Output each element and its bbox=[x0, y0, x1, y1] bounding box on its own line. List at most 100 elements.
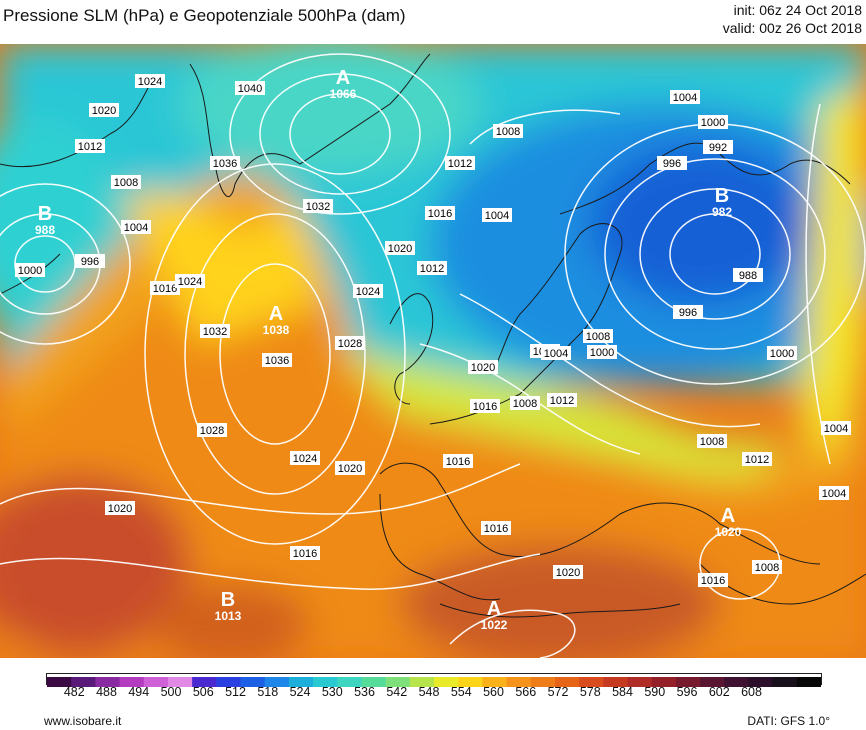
colorbar-tick-label: 548 bbox=[418, 685, 440, 699]
svg-text:1020: 1020 bbox=[471, 362, 495, 374]
colorbar-swatch bbox=[530, 677, 556, 687]
colorbar-swatch bbox=[554, 677, 580, 687]
isobar-label: 1032 bbox=[200, 324, 230, 338]
svg-text:996: 996 bbox=[663, 158, 681, 170]
colorbar-tick-label: 578 bbox=[579, 685, 601, 699]
svg-text:1000: 1000 bbox=[770, 348, 794, 360]
svg-text:1020: 1020 bbox=[338, 463, 362, 475]
isobar-label: 1040 bbox=[235, 81, 265, 95]
colorbar-swatch bbox=[772, 677, 798, 687]
colorbar-swatch bbox=[434, 677, 459, 687]
svg-text:1008: 1008 bbox=[114, 177, 138, 189]
isobar-label: 1008 bbox=[510, 396, 540, 410]
colorbar-tick-label: 518 bbox=[257, 685, 279, 699]
svg-text:1022: 1022 bbox=[481, 618, 508, 632]
isobar-label: 1008 bbox=[752, 560, 782, 574]
colorbar-swatch bbox=[119, 677, 145, 687]
colorbar-tick-label: 596 bbox=[676, 685, 698, 699]
colorbar-swatch bbox=[409, 677, 435, 687]
isobar-label: 1008 bbox=[583, 329, 613, 343]
map-title: Pressione SLM (hPa) e Geopotenziale 500h… bbox=[3, 6, 406, 25]
svg-text:1020: 1020 bbox=[108, 503, 132, 515]
svg-text:A: A bbox=[487, 598, 501, 620]
svg-text:982: 982 bbox=[712, 205, 732, 219]
svg-text:1016: 1016 bbox=[293, 548, 317, 560]
svg-text:A: A bbox=[336, 67, 350, 89]
svg-text:1012: 1012 bbox=[448, 158, 472, 170]
svg-text:1036: 1036 bbox=[213, 158, 237, 170]
svg-text:1008: 1008 bbox=[700, 436, 724, 448]
colorbar-swatch bbox=[192, 677, 217, 687]
colorbar-swatch bbox=[385, 677, 411, 687]
svg-text:1020: 1020 bbox=[388, 243, 412, 255]
colorbar-swatch bbox=[700, 677, 725, 687]
isobar-label: 1004 bbox=[121, 220, 151, 234]
isobar-label: 1024 bbox=[135, 74, 165, 88]
colorbar-swatch bbox=[796, 677, 822, 687]
colorbar-swatch bbox=[506, 677, 532, 687]
isobar-label: 1008 bbox=[697, 434, 727, 448]
colorbar-swatch bbox=[675, 677, 701, 687]
svg-text:A: A bbox=[721, 505, 735, 527]
isobar-label: 1000 bbox=[698, 115, 728, 129]
colorbar-tick-label: 524 bbox=[289, 685, 311, 699]
colorbar-tick-label: 500 bbox=[160, 685, 182, 699]
colorbar-swatch bbox=[313, 677, 338, 687]
colorbar-swatch bbox=[724, 677, 749, 687]
isobar-label: 1016 bbox=[425, 206, 455, 220]
colorbar-swatch bbox=[482, 677, 508, 687]
isobar-label: 1032 bbox=[303, 199, 333, 213]
isobar-label: 1016 bbox=[698, 573, 728, 587]
svg-text:1012: 1012 bbox=[420, 263, 444, 275]
isobar-label: 1016 bbox=[150, 281, 180, 295]
svg-text:1004: 1004 bbox=[822, 488, 846, 500]
isobar-label: 1016 bbox=[470, 399, 500, 413]
svg-text:1008: 1008 bbox=[513, 398, 537, 410]
svg-text:B: B bbox=[221, 589, 235, 611]
colorbar-swatch bbox=[288, 677, 314, 687]
svg-text:1024: 1024 bbox=[178, 276, 202, 288]
svg-text:A: A bbox=[269, 303, 283, 325]
colorbar-tick-label: 530 bbox=[321, 685, 343, 699]
colorbar-swatch bbox=[47, 677, 72, 687]
colorbar-swatch bbox=[627, 677, 653, 687]
svg-text:1016: 1016 bbox=[446, 456, 470, 468]
svg-text:1016: 1016 bbox=[484, 523, 508, 535]
init-time: init: 06z 24 Oct 2018 bbox=[733, 2, 862, 18]
svg-text:1040: 1040 bbox=[238, 83, 262, 95]
colorbar-tick-label: 482 bbox=[63, 685, 85, 699]
colorbar-tick-label: 494 bbox=[128, 685, 150, 699]
forecast-map: 1020 1024 1012 1008 1004 1000 996 1016 1024 1032 1… bbox=[0, 44, 866, 658]
isobar-label: 1012 bbox=[547, 393, 577, 407]
isobar-label: 1020 bbox=[385, 241, 415, 255]
svg-text:1020: 1020 bbox=[556, 567, 580, 579]
svg-text:1000: 1000 bbox=[701, 117, 725, 129]
colorbar-tick-label: 554 bbox=[450, 685, 472, 699]
svg-text:1020: 1020 bbox=[92, 105, 116, 117]
isobar-label: 1020 bbox=[468, 360, 498, 374]
svg-text:992: 992 bbox=[709, 142, 727, 154]
svg-text:1000: 1000 bbox=[590, 347, 614, 359]
isobar-label: 1020 bbox=[89, 103, 119, 117]
svg-text:1004: 1004 bbox=[544, 348, 568, 360]
isobar-label: 1000 bbox=[587, 345, 617, 359]
isobar-label: 1012 bbox=[417, 261, 447, 275]
svg-text:1016: 1016 bbox=[473, 401, 497, 413]
isobar-label: 1036 bbox=[210, 156, 240, 170]
colorbar-tick-label: 536 bbox=[354, 685, 375, 699]
isobar-label: 1004 bbox=[819, 486, 849, 500]
svg-text:996: 996 bbox=[679, 307, 697, 319]
isobar-label: 1028 bbox=[335, 336, 365, 350]
data-source: DATI: GFS 1.0° bbox=[747, 714, 830, 728]
colorbar-tick-label: 542 bbox=[386, 685, 408, 699]
svg-text:1004: 1004 bbox=[485, 210, 509, 222]
svg-text:1016: 1016 bbox=[428, 208, 452, 220]
isobar-label: 1004 bbox=[482, 208, 512, 222]
colorbar-tick-label: 512 bbox=[225, 685, 246, 699]
isobar-label: 1012 bbox=[742, 452, 772, 466]
svg-text:1028: 1028 bbox=[200, 425, 224, 437]
isobar-label: 1024 bbox=[290, 451, 320, 465]
